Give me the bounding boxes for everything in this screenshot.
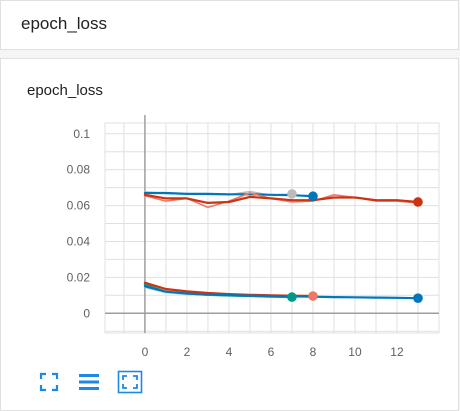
- toggle-log-scale-button[interactable]: [77, 370, 101, 394]
- x-tick-label: 12: [390, 345, 404, 359]
- y-tick-label: 0.04: [67, 234, 91, 248]
- y-tick-label: 0.08: [67, 163, 91, 177]
- list-lines-icon: [79, 374, 99, 390]
- y-tick-label: 0.06: [67, 199, 91, 213]
- series-endpoint-marker: [308, 291, 318, 301]
- fullscreen-icon: [39, 372, 59, 392]
- x-tick-label: 4: [226, 345, 233, 359]
- x-tick-label: 0: [142, 345, 149, 359]
- smoothed-series-line: [143, 193, 420, 204]
- fullscreen-button[interactable]: [37, 370, 61, 394]
- header-title: epoch_loss: [21, 14, 108, 33]
- endpoint-layer: [287, 189, 423, 303]
- y-tick-label: 0.02: [67, 270, 91, 284]
- x-tick-label: 10: [348, 345, 362, 359]
- chart-plot[interactable]: 0 0.02 0.04 0.06 0.08 0.1 0 2 4 6 8 10 12: [1, 59, 460, 359]
- grid-layer: [104, 122, 440, 334]
- smoothed-series-line: [143, 285, 420, 300]
- series-layer: [143, 190, 420, 300]
- chart-title: epoch_loss: [27, 82, 103, 99]
- header-card: epoch_loss: [0, 0, 459, 50]
- x-tick-label: 2: [184, 345, 191, 359]
- fit-to-domain-icon: [117, 370, 143, 394]
- y-tick-label: 0: [83, 306, 90, 320]
- smoothed-series-line: [143, 191, 315, 198]
- chart-card: epoch_loss 0 0.02 0.04 0.06 0.08 0.1 0 2 4 6 8 10 12: [0, 58, 459, 411]
- series-endpoint-marker: [413, 197, 423, 207]
- tick-label-layer: 0 0.02 0.04 0.06 0.08 0.1 0 2 4 6 8 10 12: [67, 127, 404, 359]
- fit-domain-button[interactable]: [117, 370, 143, 394]
- series-endpoint-marker: [308, 191, 318, 202]
- series-endpoint-marker: [287, 292, 297, 302]
- series-endpoint-marker: [413, 293, 423, 303]
- x-tick-label: 8: [310, 345, 317, 359]
- axis-layer: [105, 115, 439, 333]
- y-tick-label: 0.1: [73, 127, 90, 141]
- plot-frame: [104, 122, 440, 334]
- series-endpoint-marker: [287, 189, 297, 199]
- x-tick-label: 6: [268, 345, 275, 359]
